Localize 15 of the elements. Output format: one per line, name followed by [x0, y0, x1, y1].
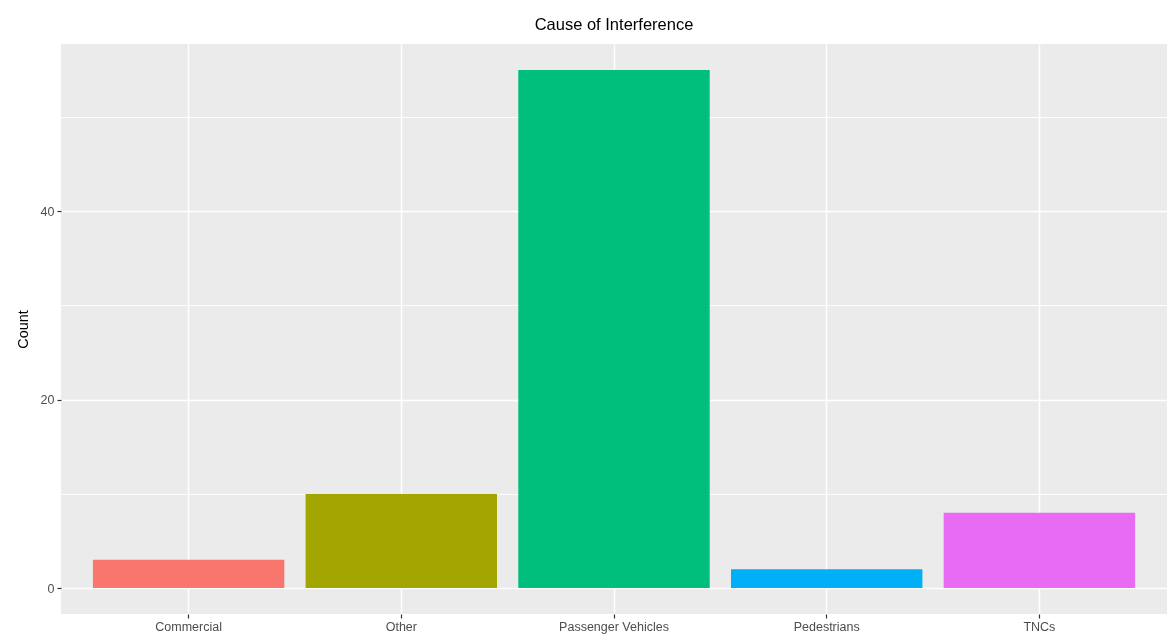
- y-axis-title: Count: [14, 310, 31, 349]
- chart-title: Cause of Interference: [534, 14, 694, 33]
- bar: [305, 493, 498, 589]
- y-tick-label: 0: [47, 581, 55, 596]
- x-tick-label: Other: [385, 619, 417, 634]
- bar: [943, 512, 1136, 589]
- x-tick-label: Passenger Vehicles: [559, 619, 669, 634]
- y-tick-label: 40: [40, 204, 55, 219]
- x-tick-label: Pedestrians: [793, 619, 860, 634]
- x-tick-label: Commercial: [155, 619, 222, 634]
- bar: [518, 69, 710, 589]
- y-tick-label: 20: [40, 393, 55, 408]
- x-tick-label: TNCs: [1023, 619, 1056, 634]
- bar: [92, 559, 285, 589]
- bar: [730, 569, 923, 589]
